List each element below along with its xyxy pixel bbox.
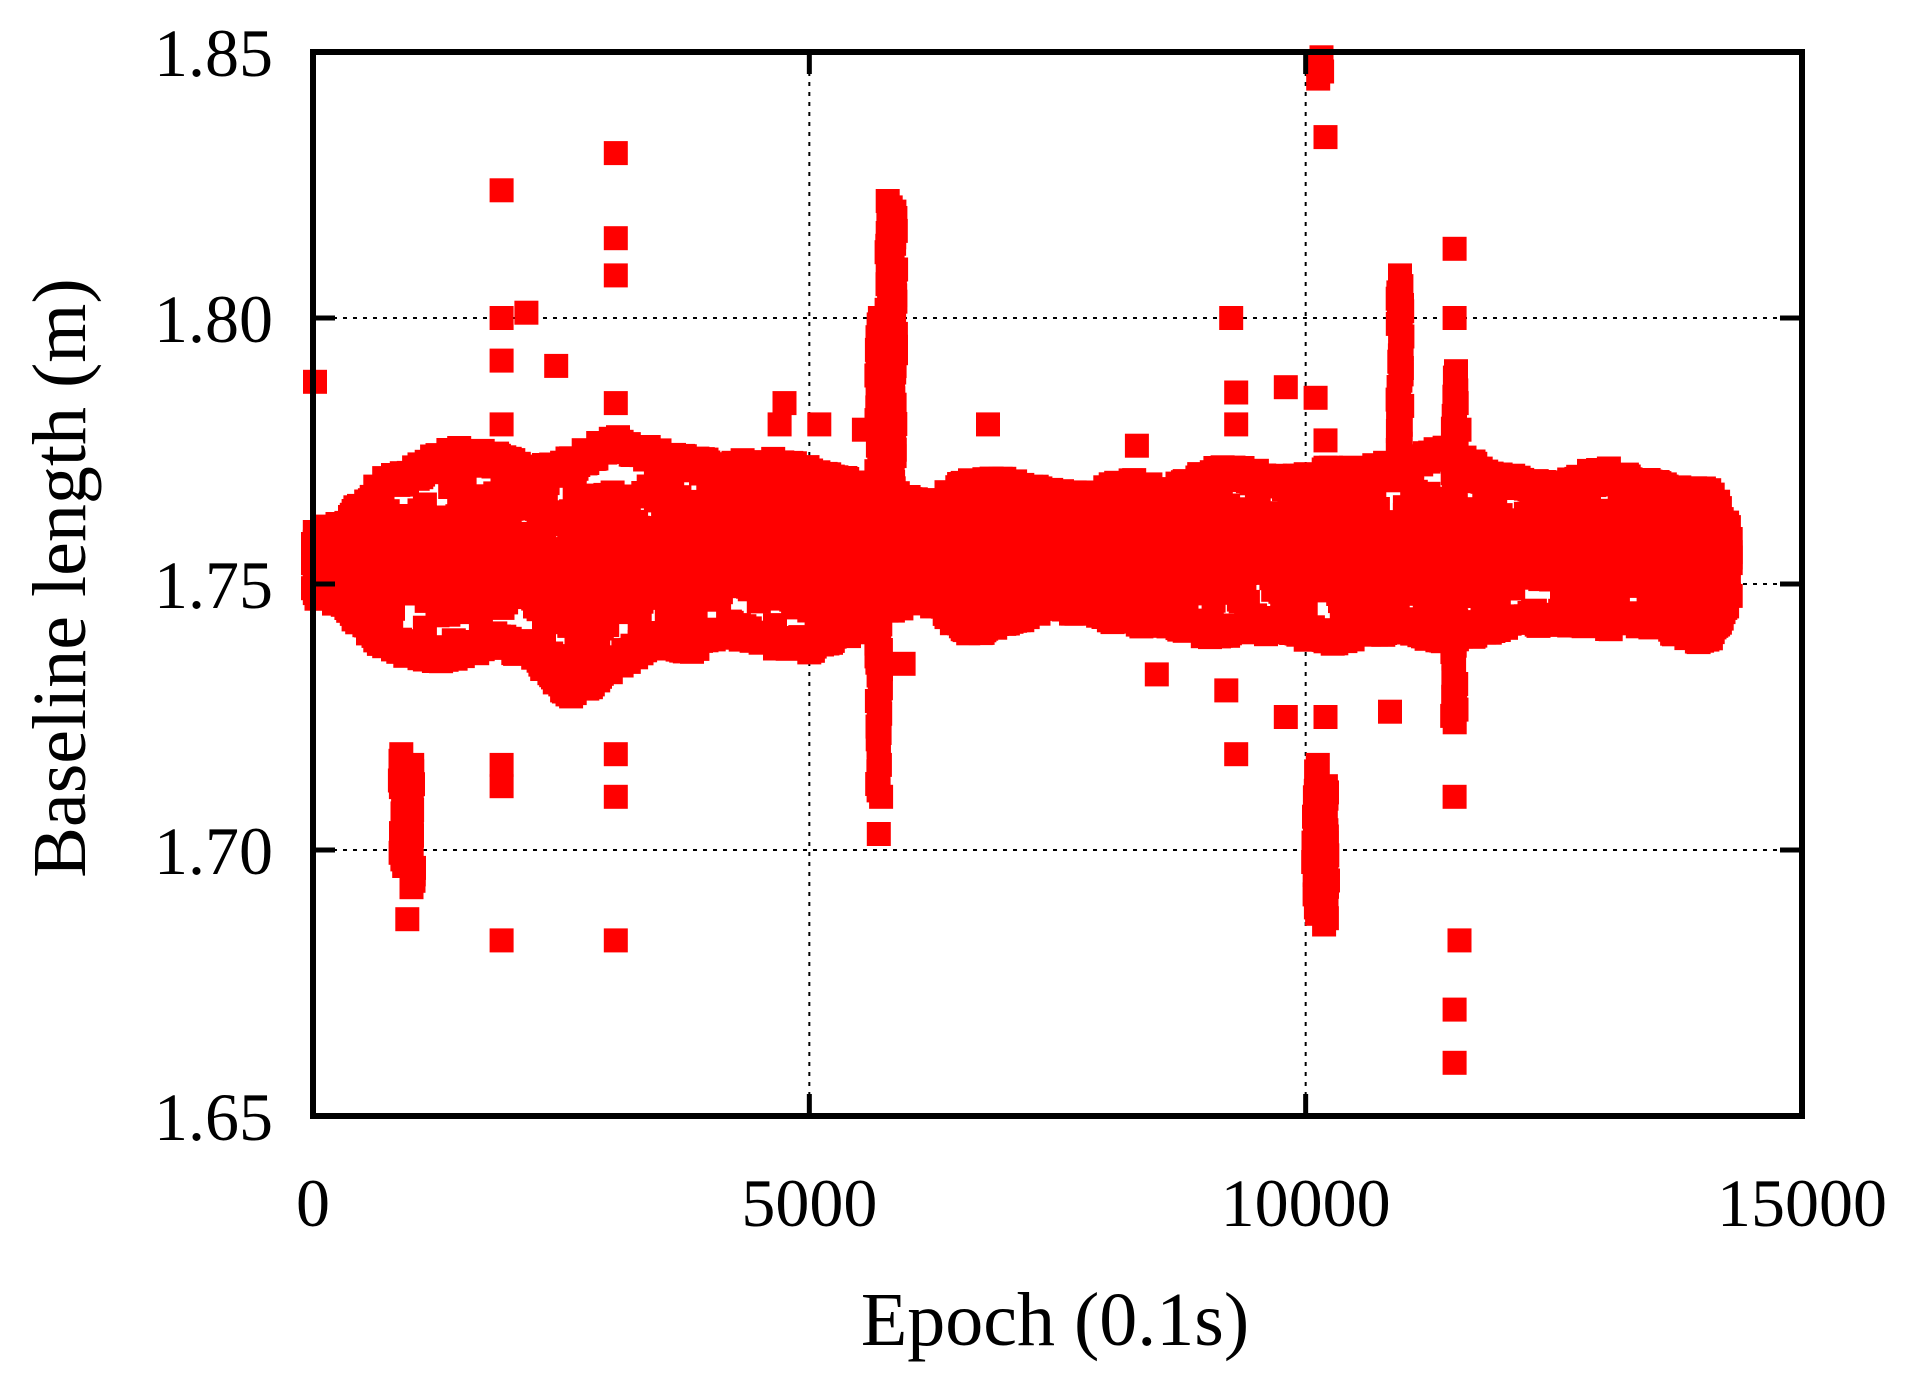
y-tick-label: 1.85 bbox=[154, 15, 273, 91]
y-axis-label: Baseline length (m) bbox=[18, 278, 102, 877]
outlier-point bbox=[1388, 263, 1412, 288]
outlier-point bbox=[395, 907, 420, 932]
outlier-point bbox=[866, 822, 891, 846]
outlier-point bbox=[489, 774, 514, 799]
outlier-point bbox=[1144, 662, 1169, 687]
outlier-point bbox=[603, 263, 628, 288]
outlier-point bbox=[544, 353, 569, 378]
x-tick-label: 10000 bbox=[1221, 1165, 1391, 1241]
outlier-point bbox=[1447, 417, 1472, 442]
outlier-point bbox=[767, 412, 792, 437]
outlier-point bbox=[514, 300, 539, 325]
outlier-point bbox=[603, 784, 628, 809]
spike-point bbox=[882, 199, 907, 224]
outlier-point bbox=[1214, 678, 1239, 703]
outlier-point bbox=[603, 141, 628, 166]
data-point bbox=[1718, 551, 1743, 576]
outlier-point bbox=[891, 651, 916, 676]
spike-point bbox=[1444, 359, 1468, 384]
outlier-point bbox=[603, 226, 628, 251]
outlier-point bbox=[807, 412, 832, 437]
x-tick-label: 5000 bbox=[741, 1165, 877, 1241]
outlier-point bbox=[1442, 1050, 1467, 1075]
outlier-point bbox=[1313, 705, 1338, 729]
outlier-point bbox=[976, 412, 1000, 437]
outlier-point bbox=[603, 391, 628, 416]
data-point bbox=[1293, 594, 1318, 619]
outlier-point bbox=[1224, 412, 1249, 437]
outlier-point bbox=[851, 417, 876, 442]
outlier-point bbox=[1378, 699, 1402, 724]
spike-point bbox=[1305, 752, 1330, 777]
y-tick-label: 1.65 bbox=[154, 1079, 273, 1155]
outlier-point bbox=[1273, 375, 1298, 400]
y-tick-label: 1.75 bbox=[154, 547, 273, 623]
x-tick-label: 15000 bbox=[1717, 1165, 1887, 1241]
outlier-point bbox=[489, 348, 514, 373]
data-point bbox=[1718, 583, 1743, 608]
outlier-point bbox=[1224, 380, 1249, 405]
data-point bbox=[381, 596, 405, 621]
outlier-point bbox=[1313, 428, 1338, 453]
data-point bbox=[1718, 527, 1743, 551]
outlier-point bbox=[1224, 742, 1249, 767]
data-points bbox=[301, 45, 1743, 1075]
outlier-point bbox=[1442, 306, 1467, 330]
y-tick-label: 1.80 bbox=[154, 281, 273, 357]
outlier-point bbox=[772, 391, 797, 416]
x-axis-label: Epoch (0.1s) bbox=[861, 1278, 1249, 1362]
outlier-point bbox=[1447, 928, 1472, 953]
outlier-point bbox=[1219, 306, 1244, 330]
outlier-point bbox=[603, 928, 628, 953]
spike-point bbox=[400, 752, 425, 777]
outlier-point bbox=[1442, 784, 1467, 809]
outlier-point bbox=[1273, 705, 1298, 729]
outlier-point bbox=[1442, 997, 1467, 1022]
outlier-point bbox=[1442, 236, 1467, 261]
outlier-point bbox=[489, 928, 514, 953]
spike-point bbox=[1313, 774, 1338, 799]
outlier-point bbox=[1442, 396, 1467, 421]
outlier-point bbox=[489, 412, 514, 437]
x-tick-label: 0 bbox=[296, 1165, 330, 1241]
outlier-point bbox=[1303, 385, 1328, 410]
spike-point bbox=[1309, 45, 1334, 70]
outlier-point bbox=[489, 752, 514, 777]
outlier-point bbox=[603, 742, 628, 767]
outlier-point bbox=[489, 306, 514, 330]
outlier-point bbox=[1124, 433, 1149, 458]
outlier-point bbox=[1313, 125, 1338, 150]
y-tick-label: 1.70 bbox=[154, 813, 273, 889]
outlier-point bbox=[489, 178, 514, 203]
